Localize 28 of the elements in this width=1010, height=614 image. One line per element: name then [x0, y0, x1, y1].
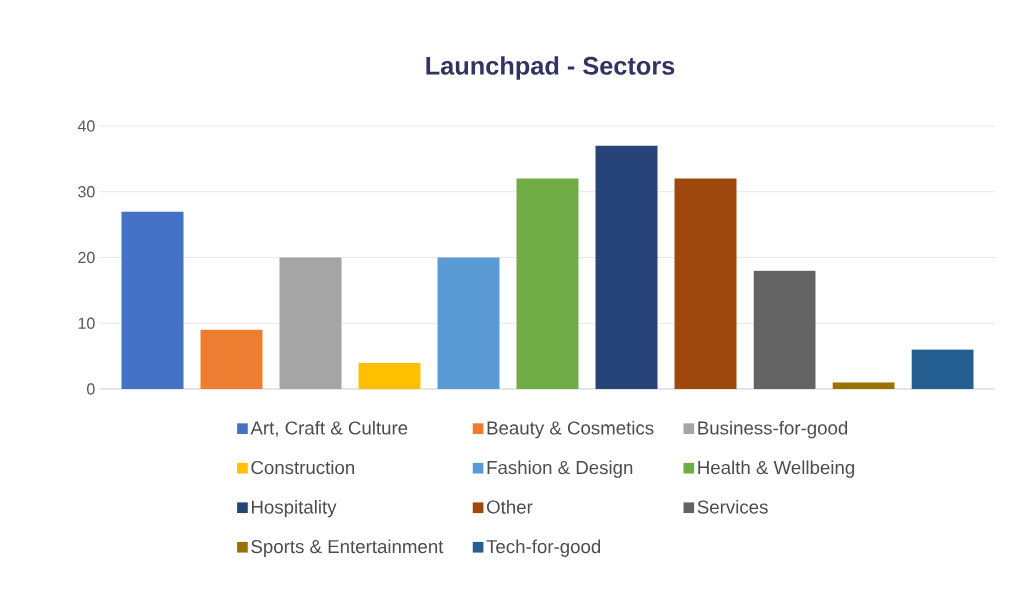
bar — [911, 349, 974, 389]
y-tick-label: 40 — [77, 120, 95, 132]
bar — [279, 257, 342, 389]
y-tick-label: 0 — [87, 383, 95, 395]
legend-label: Sports & Entertainment — [251, 539, 444, 557]
bar — [200, 329, 263, 389]
bar — [832, 382, 895, 389]
y-tick-label: 20 — [78, 251, 95, 264]
legend-label: Hospitality — [251, 499, 337, 518]
legend-label: Beauty & Cosmetics — [487, 420, 654, 439]
bar — [437, 257, 500, 389]
bar — [753, 270, 816, 389]
bar — [595, 145, 658, 389]
y-tick-label: 10 — [78, 317, 95, 329]
bar — [516, 178, 579, 389]
chart-title: Launchpad - Sectors — [426, 56, 675, 80]
legend-label: Business-for-good — [698, 420, 848, 439]
bar — [121, 211, 184, 389]
legend-label: Art, Craft & Culture — [250, 420, 408, 437]
bar — [674, 178, 737, 389]
legend-label: Fashion & Design — [487, 460, 633, 478]
legend-label: Tech-for-good — [486, 539, 601, 557]
legend-label: Construction — [251, 460, 355, 475]
legend-label: Other — [486, 499, 533, 514]
legend-label: Health & Wellbeing — [698, 460, 855, 478]
y-tick-label: 30 — [78, 186, 95, 198]
bar — [358, 362, 421, 389]
legend-label: Services — [697, 499, 768, 514]
